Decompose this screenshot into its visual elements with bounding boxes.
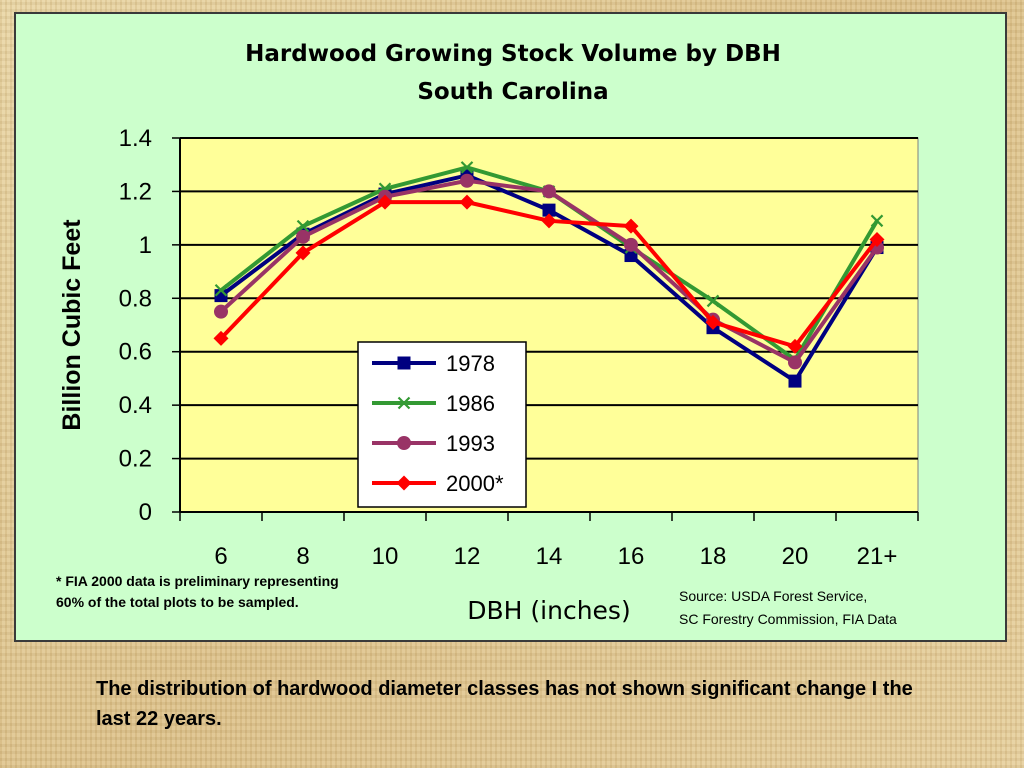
data-point — [213, 330, 229, 346]
legend-item: 1993 — [372, 431, 495, 456]
data-point — [459, 194, 475, 210]
plot-area — [179, 137, 919, 513]
data-point — [542, 203, 556, 217]
data-point — [787, 338, 803, 354]
y-tick-label: 1.2 — [119, 178, 152, 205]
legend-box — [357, 341, 527, 508]
series-1993 — [214, 173, 884, 370]
footnote-line-2: 60% of the total plots to be sampled. — [56, 594, 299, 610]
source-line-2: SC Forestry Commission, FIA Data — [679, 611, 897, 627]
legend-marker — [397, 356, 411, 370]
footnote-line-1: * FIA 2000 data is preliminary represent… — [56, 573, 339, 589]
y-tick-label: 0.4 — [119, 392, 152, 419]
chart-title: Hardwood Growing Stock Volume by DBH — [245, 41, 781, 67]
legend-label: 1993 — [446, 431, 495, 456]
data-point — [706, 294, 720, 308]
data-point — [460, 173, 474, 188]
marker-stroke — [870, 214, 884, 228]
data-point — [460, 161, 474, 174]
legend-item: 1978 — [372, 351, 495, 376]
y-axis-label: Billion Cubic Feet — [58, 219, 86, 431]
chart-panel: Hardwood Growing Stock Volume by DBH Sou… — [14, 12, 1007, 642]
marker-stroke — [296, 219, 310, 233]
slide-caption: The distribution of hardwood diameter cl… — [96, 678, 913, 730]
y-tick-label: 0.8 — [119, 285, 152, 312]
x-tick-label: 20 — [782, 543, 809, 570]
marker-stroke — [397, 396, 411, 410]
data-point — [542, 184, 556, 199]
x-tick-label: 8 — [296, 543, 309, 570]
data-point — [296, 219, 310, 233]
data-point — [623, 218, 639, 234]
data-point — [705, 314, 721, 330]
data-point — [788, 374, 802, 388]
data-point — [541, 213, 557, 229]
source-line-1: Source: USDA Forest Service, — [679, 588, 867, 604]
series-2000 — [213, 194, 885, 354]
y-tick-label: 0.2 — [119, 446, 152, 473]
x-tick-label: 14 — [536, 543, 563, 570]
legend-label: 2000* — [446, 471, 504, 496]
y-tick-label: 1.4 — [119, 125, 152, 152]
x-tick-label: 10 — [372, 543, 399, 570]
legend-item: 2000* — [372, 471, 504, 496]
data-point — [295, 245, 311, 261]
y-tick-label: 0.6 — [119, 339, 152, 366]
x-tick-label: 18 — [700, 543, 727, 570]
legend-marker — [396, 475, 412, 491]
marker-stroke — [460, 161, 474, 174]
data-point — [788, 355, 802, 370]
y-tick-label: 1 — [139, 232, 152, 259]
legend-item: 1986 — [372, 391, 495, 416]
data-point — [869, 232, 885, 248]
data-point — [214, 283, 228, 297]
x-tick-label: 6 — [214, 543, 227, 570]
chart: Hardwood Growing Stock Volume by DBH Sou… — [56, 41, 919, 627]
data-point — [870, 214, 884, 228]
legend: 1978 1986 1993 2000* — [357, 341, 527, 508]
legend-label: 1986 — [446, 391, 495, 416]
marker-stroke — [214, 283, 228, 297]
data-point — [214, 304, 228, 319]
y-tick-label: 0 — [139, 499, 152, 526]
x-tick-label: 12 — [454, 543, 481, 570]
x-axis-label: DBH (inches) — [467, 596, 630, 625]
data-point — [624, 237, 638, 252]
data-point — [377, 194, 393, 210]
legend-marker — [397, 436, 411, 450]
chart-subtitle: South Carolina — [417, 79, 608, 105]
x-tick-label: 16 — [618, 543, 645, 570]
legend-label: 1978 — [446, 351, 495, 376]
legend-marker — [397, 396, 411, 410]
marker-stroke — [706, 294, 720, 308]
data-point — [296, 229, 310, 244]
x-tick-label: 21+ — [857, 543, 898, 570]
